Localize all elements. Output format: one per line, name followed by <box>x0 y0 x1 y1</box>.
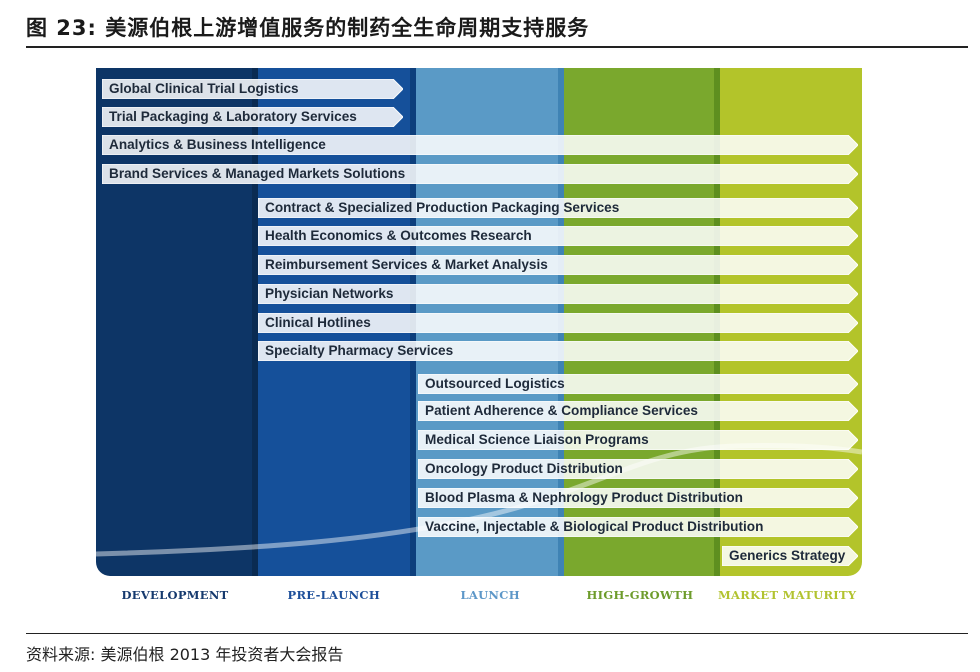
service-label: Physician Networks <box>265 286 394 301</box>
arrow-shape <box>418 401 858 421</box>
service-arrow: Physician Networks <box>258 284 858 304</box>
service-arrow: Brand Services & Managed Markets Solutio… <box>102 164 858 184</box>
arrow-shape <box>418 517 858 537</box>
arrow-shape <box>102 107 403 127</box>
arrow-shape <box>418 430 858 450</box>
service-arrow: Trial Packaging & Laboratory Services <box>102 107 403 127</box>
phase-label: MARKET MATURITY <box>718 588 857 602</box>
service-label: Analytics & Business Intelligence <box>109 137 326 152</box>
service-label: Global Clinical Trial Logistics <box>109 81 299 96</box>
arrow-shape <box>722 546 858 566</box>
service-label: Medical Science Liaison Programs <box>425 432 649 447</box>
service-label: Reimbursement Services & Market Analysis <box>265 257 548 272</box>
service-label: Specialty Pharmacy Services <box>265 343 454 358</box>
service-arrow: Contract & Specialized Production Packag… <box>258 198 858 218</box>
arrow-shape <box>258 341 858 361</box>
service-arrow: Clinical Hotlines <box>258 313 858 333</box>
arrow-shape <box>258 313 858 333</box>
arrow-shape <box>418 374 858 394</box>
arrow-shape <box>418 459 858 479</box>
service-label: Brand Services & Managed Markets Solutio… <box>109 166 406 181</box>
service-arrow: Medical Science Liaison Programs <box>418 430 858 450</box>
service-arrow: Blood Plasma & Nephrology Product Distri… <box>418 488 858 508</box>
service-arrow: Health Economics & Outcomes Research <box>258 226 858 246</box>
service-label: Vaccine, Injectable & Biological Product… <box>425 519 764 534</box>
service-label: Generics Strategy <box>729 548 846 563</box>
arrow-shape <box>258 255 858 275</box>
service-arrow: Oncology Product Distribution <box>418 459 858 479</box>
service-arrow: Vaccine, Injectable & Biological Product… <box>418 517 858 537</box>
service-arrow: Global Clinical Trial Logistics <box>102 79 403 99</box>
service-arrow: Generics Strategy <box>722 546 858 566</box>
arrow-shape <box>102 135 858 155</box>
service-label: Trial Packaging & Laboratory Services <box>109 109 357 124</box>
service-arrow: Analytics & Business Intelligence <box>102 135 858 155</box>
figure-title: 图 23: 美源伯根上游增值服务的制药全生命周期支持服务 <box>26 16 590 40</box>
phase-label: DEVELOPMENT <box>121 588 229 602</box>
arrow-shape <box>418 488 858 508</box>
service-label: Outsourced Logistics <box>425 376 565 391</box>
phase-separator <box>252 68 258 576</box>
service-arrow: Outsourced Logistics <box>418 374 858 394</box>
service-arrow: Reimbursement Services & Market Analysis <box>258 255 858 275</box>
service-label: Oncology Product Distribution <box>425 461 623 476</box>
service-arrow: Specialty Pharmacy Services <box>258 341 858 361</box>
phase-label: LAUNCH <box>460 588 520 602</box>
source-note: 资料来源: 美源伯根 2013 年投资者大会报告 <box>26 645 344 664</box>
service-arrow: Patient Adherence & Compliance Services <box>418 401 858 421</box>
lifecycle-diagram: Global Clinical Trial Logistics Trial Pac… <box>96 68 862 576</box>
arrow-shape <box>258 226 858 246</box>
service-label: Clinical Hotlines <box>265 315 371 330</box>
arrow-shape <box>102 79 403 99</box>
phase-label: PRE-LAUNCH <box>287 588 381 602</box>
arrow-shape <box>258 284 858 304</box>
top-rule <box>26 46 968 48</box>
service-label: Health Economics & Outcomes Research <box>265 228 532 243</box>
arrow-shape <box>102 164 858 184</box>
service-label: Contract & Specialized Production Packag… <box>265 200 620 215</box>
bottom-rule <box>26 633 968 634</box>
service-label: Patient Adherence & Compliance Services <box>425 403 698 418</box>
service-label: Blood Plasma & Nephrology Product Distri… <box>425 490 743 505</box>
arrow-shape <box>258 198 858 218</box>
phase-label: HIGH-GROWTH <box>586 588 694 602</box>
